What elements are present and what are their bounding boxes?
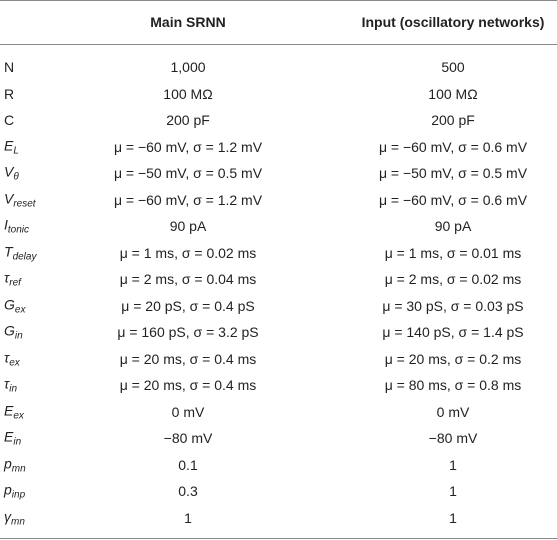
symbol: V — [4, 190, 14, 206]
subscript: delay — [12, 251, 37, 262]
subscript: tonic — [7, 224, 30, 236]
value-cell: 90 pA — [169, 218, 207, 234]
row-label: N — [4, 59, 14, 75]
row-label: Vreset — [4, 190, 36, 209]
value-cell: μ = 30 pS, σ = 0.03 pS — [382, 297, 524, 314]
value-cell: 1 — [449, 456, 457, 473]
value-cell: μ = −60 mV, σ = 0.6 mV — [378, 138, 528, 155]
value-cell: μ = −60 mV, σ = 0.6 mV — [378, 191, 528, 208]
subscript: in — [9, 383, 18, 395]
value-cell: 1,000 — [170, 59, 206, 75]
subscript: ex — [9, 357, 20, 368]
value-cell: 1 — [184, 509, 192, 526]
subscript: L — [13, 145, 19, 156]
subscript: in — [13, 436, 22, 448]
subscript: in — [14, 330, 23, 342]
value-cell: 100 MΩ — [428, 85, 478, 102]
row-label: Itonic — [4, 217, 29, 236]
value-cell: μ = 80 ms, σ = 0.8 ms — [384, 377, 522, 393]
row-label: Gex — [4, 296, 25, 315]
symbol: E — [4, 428, 14, 445]
row-label: EL — [4, 137, 19, 156]
row-label: Eex — [4, 402, 24, 421]
value-cell: 200 pF — [166, 112, 210, 128]
subscript: ex — [13, 410, 24, 421]
value-cell: 0 mV — [171, 403, 205, 420]
subscript: ref — [9, 277, 21, 289]
row-label: τin — [4, 376, 17, 395]
value-cell: −80 mV — [163, 430, 213, 446]
value-cell: μ = −60 mV, σ = 1.2 mV — [113, 138, 263, 155]
header-rule — [0, 44, 557, 45]
value-cell: 200 pF — [431, 112, 475, 128]
subscript: ex — [14, 304, 26, 315]
value-cell: μ = 1 ms, σ = 0.01 ms — [384, 244, 522, 261]
value-cell: 90 pA — [434, 218, 472, 234]
symbol: I — [4, 216, 8, 233]
row-label: C — [4, 112, 14, 128]
value-cell: μ = 160 pS, σ = 3.2 pS — [117, 324, 259, 340]
header-cell: Input (oscillatory networks) — [361, 14, 545, 30]
value-cell: 0 mV — [436, 403, 470, 420]
symbol: T — [4, 243, 13, 259]
row-label: γmn — [4, 508, 25, 527]
value-cell: 0.1 — [178, 456, 198, 473]
row-label: pinp — [4, 482, 25, 501]
row-label: pmn — [4, 455, 26, 474]
subscript: reset — [13, 198, 36, 209]
value-cell: μ = 2 ms, σ = 0.04 ms — [119, 271, 257, 287]
row-label: τref — [4, 270, 21, 289]
symbol: τ — [4, 269, 10, 286]
subscript: inp — [11, 489, 26, 501]
value-cell: μ = −50 mV, σ = 0.5 mV — [378, 165, 528, 181]
value-cell: μ = 20 ms, σ = 0.4 ms — [119, 377, 257, 393]
symbol: G — [4, 322, 15, 339]
row-label: R — [4, 86, 14, 102]
row-label: Gin — [4, 323, 23, 342]
row-label: Tdelay — [4, 243, 36, 262]
header-cell: Main SRNN — [150, 14, 226, 30]
value-cell: μ = 20 ms, σ = 0.2 ms — [384, 350, 522, 367]
symbol: p — [4, 481, 12, 498]
symbol: N — [4, 59, 15, 75]
symbol: p — [4, 455, 12, 471]
symbol: γ — [4, 508, 11, 524]
row-label: Ein — [4, 429, 21, 448]
subscript: mn — [11, 516, 25, 527]
value-cell: μ = 2 ms, σ = 0.02 ms — [384, 271, 522, 287]
bottom-rule — [0, 538, 557, 539]
subscript: mn — [11, 463, 26, 474]
value-cell: 100 MΩ — [163, 85, 213, 102]
top-rule — [0, 0, 557, 1]
value-cell: μ = 140 pS, σ = 1.4 pS — [382, 324, 524, 340]
symbol: R — [4, 85, 15, 102]
subscript: θ — [13, 171, 19, 183]
symbol: τ — [4, 349, 10, 365]
symbol: V — [4, 163, 14, 180]
value-cell: μ = 1 ms, σ = 0.02 ms — [119, 244, 257, 261]
value-cell: μ = 20 ms, σ = 0.4 ms — [119, 350, 257, 367]
row-label: Vθ — [4, 164, 19, 183]
value-cell: 1 — [449, 509, 457, 526]
value-cell: 0.3 — [178, 483, 198, 499]
value-cell: −80 mV — [428, 430, 478, 446]
value-cell: 500 — [441, 59, 465, 75]
value-cell: μ = −60 mV, σ = 1.2 mV — [113, 191, 263, 208]
symbol: C — [4, 112, 15, 128]
symbol: E — [4, 137, 14, 153]
value-cell: μ = −50 mV, σ = 0.5 mV — [113, 165, 263, 181]
symbol: G — [4, 296, 15, 312]
symbol: τ — [4, 375, 10, 392]
symbol: E — [4, 402, 14, 418]
row-label: τex — [4, 349, 20, 368]
value-cell: 1 — [449, 483, 457, 499]
value-cell: μ = 20 pS, σ = 0.4 pS — [121, 297, 255, 314]
